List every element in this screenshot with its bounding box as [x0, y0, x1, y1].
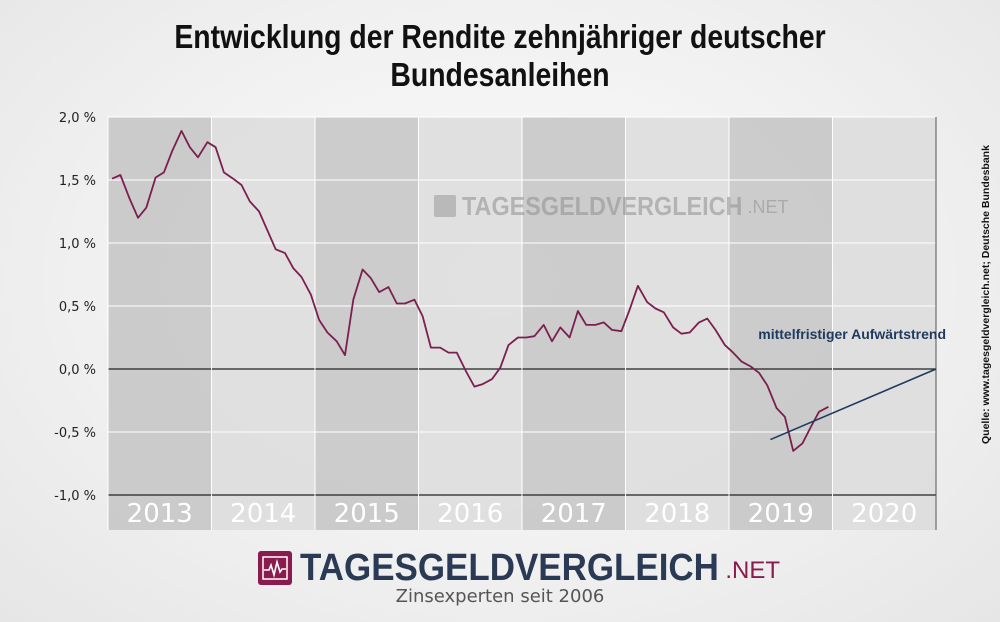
watermark-tld: .NET: [747, 197, 789, 217]
year-band-2019: [729, 117, 833, 530]
year-label-2018: 2018: [644, 499, 710, 529]
year-band-2015: [315, 117, 419, 530]
y-tick-label: 2,0 %: [59, 111, 96, 126]
footer-brand: TAGESGELDVERGLEICH: [300, 547, 719, 589]
watermark-heartbeat-icon: [434, 195, 456, 217]
year-label-2017: 2017: [541, 499, 607, 529]
watermark-logo: TAGESGELDVERGLEICH .NET: [434, 190, 789, 220]
y-tick-label: -0,5 %: [54, 426, 96, 441]
year-band-2018: [625, 117, 729, 530]
year-label-2014: 2014: [230, 499, 296, 529]
y-tick-label: -1,0 %: [54, 489, 96, 504]
year-label-2020: 2020: [851, 499, 917, 529]
yield-series-line: [111, 130, 829, 452]
source-note: Quelle: www.tagesgeldvergleich.net; Deut…: [980, 145, 992, 444]
footer-logo[interactable]: TAGESGELDVERGLEICH .NET: [258, 548, 780, 588]
watermark-brand: TAGESGELDVERGLEICH: [462, 191, 743, 221]
trend-annotation: mittelfristiger Aufwärtstrend: [758, 326, 946, 342]
year-band-2013: [108, 117, 212, 530]
footer-tagline: Zinsexperten seit 2006: [395, 586, 605, 607]
gridlines: [107, 116, 937, 530]
y-tick-label: 0,0 %: [59, 363, 96, 378]
year-label-2016: 2016: [437, 499, 503, 529]
y-tick-label: 1,5 %: [59, 174, 96, 189]
chart-title: Entwicklung der Rendite zehnjähriger deu…: [174, 18, 826, 93]
year-band-2016: [418, 117, 522, 530]
trend-line: [770, 368, 937, 441]
x-axis-year-labels: 2013 2014 2015 2016 2017 2018 2019 2020: [127, 499, 918, 529]
year-label-2019: 2019: [748, 499, 814, 529]
footer-tld: .NET: [725, 557, 781, 584]
year-label-2013: 2013: [127, 499, 193, 529]
heartbeat-icon: [258, 551, 292, 585]
y-tick-label: 1,0 %: [59, 237, 96, 252]
year-band-2014: [211, 117, 315, 530]
y-tick-label: 0,5 %: [59, 300, 96, 315]
year-bands: [108, 117, 936, 530]
year-label-2015: 2015: [334, 499, 400, 529]
y-axis-ticks: 2,0 % 1,5 % 1,0 % 0,5 % 0,0 % -0,5 % -1,0 %: [54, 111, 96, 504]
year-band-2020: [832, 117, 936, 530]
